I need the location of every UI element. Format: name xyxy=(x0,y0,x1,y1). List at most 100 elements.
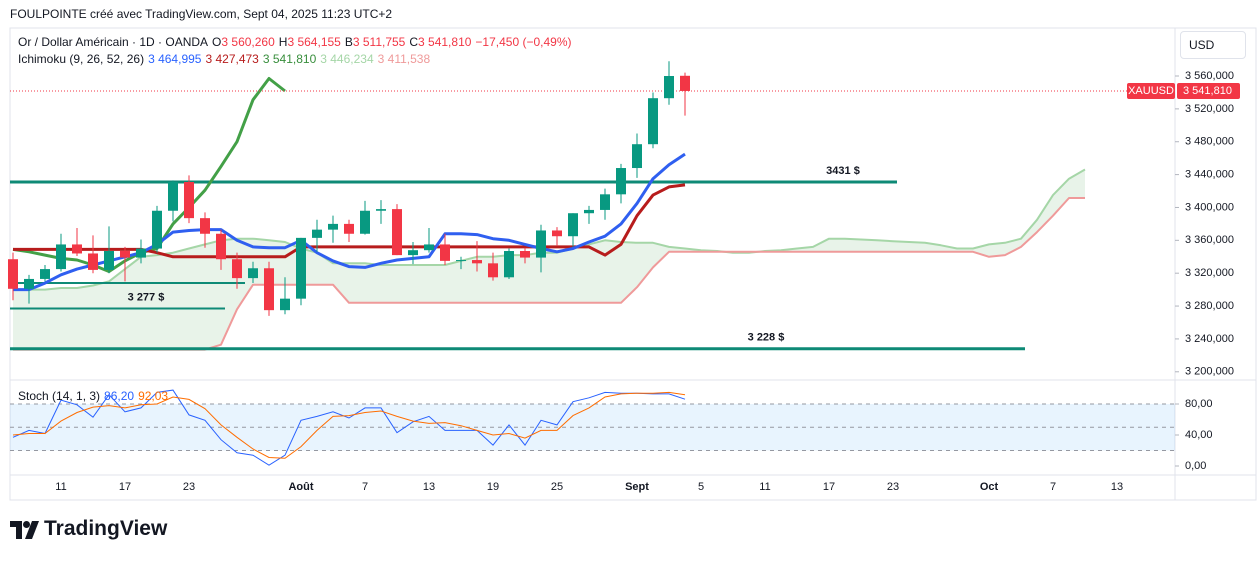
ohlc-key: C xyxy=(409,35,419,49)
candle-body xyxy=(504,251,514,278)
candle-body xyxy=(600,194,610,210)
y-tick-label: 3 200,000 xyxy=(1185,366,1234,378)
candle-body xyxy=(248,268,258,279)
candle-body xyxy=(280,298,290,311)
y-tick-label: 3 360,000 xyxy=(1185,234,1234,246)
price-level-label: 3 277 $ xyxy=(128,291,165,303)
x-tick-label: 23 xyxy=(887,481,899,493)
x-tick-label: Sept xyxy=(625,481,649,493)
candle-body xyxy=(56,244,66,270)
x-tick-label: 13 xyxy=(1111,481,1123,493)
ohlc-value: 3 541,810 xyxy=(418,35,472,49)
indicator-value: 3 541,810 xyxy=(262,52,317,66)
candle-body xyxy=(24,278,34,289)
ohlc-key: B xyxy=(344,35,353,49)
candle-body xyxy=(88,253,98,270)
ichimoku-legend: Ichimoku (9, 26, 52, 26) 3 464,995 3 427,4… xyxy=(18,52,434,66)
x-tick-label: 25 xyxy=(551,481,563,493)
y-tick-label: 3 280,000 xyxy=(1185,300,1234,312)
candle-body xyxy=(632,144,642,169)
y-tick-label: 3 480,000 xyxy=(1185,136,1234,148)
y-tick-label: 3 320,000 xyxy=(1185,267,1234,279)
candle-body xyxy=(200,218,210,234)
candle-body xyxy=(360,210,370,234)
candle-body xyxy=(136,248,146,258)
indicator-value: 3 411,538 xyxy=(377,52,431,66)
ichimoku-cloud xyxy=(13,169,1085,350)
y-tick-label: 3 440,000 xyxy=(1185,169,1234,181)
x-tick-label: 23 xyxy=(183,481,195,493)
candle-body xyxy=(296,237,306,299)
ohlc-value: 3 564,155 xyxy=(287,35,341,49)
candle-body xyxy=(168,181,178,211)
x-tick-label: 17 xyxy=(823,481,835,493)
logo-text: TradingView xyxy=(44,517,168,540)
indicator-title: Ichimoku (9, 26, 52, 26) xyxy=(18,52,145,66)
candle-body xyxy=(472,260,482,264)
ohlc-value: 3 560,260 xyxy=(221,35,275,49)
change-value: −17,450 (−0,49%) xyxy=(475,35,572,49)
stoch-band xyxy=(10,404,1175,451)
candle-body xyxy=(408,250,418,256)
candle-body xyxy=(184,181,194,219)
candle-body xyxy=(440,244,450,261)
candle-body xyxy=(520,251,530,258)
candle-body xyxy=(104,251,114,270)
x-tick-label: 7 xyxy=(362,481,368,493)
y-tick-label: 3 400,000 xyxy=(1185,201,1234,213)
candle-body xyxy=(584,209,594,214)
stoch-line xyxy=(12,391,686,459)
currency-button[interactable]: USD xyxy=(1180,31,1246,59)
stoch-value: 92,03 xyxy=(138,389,169,403)
candle-body xyxy=(616,168,626,195)
candle-body xyxy=(120,251,130,258)
stoch-title: Stoch (14, 1, 3) xyxy=(18,389,101,403)
price-tag-label: 3 541,810 xyxy=(1183,85,1232,97)
symbol-tag xyxy=(1127,82,1175,99)
candle-body xyxy=(424,244,434,251)
x-tick-label: 13 xyxy=(423,481,435,493)
stoch-value: 86,20 xyxy=(104,389,135,403)
candle-body xyxy=(72,244,82,254)
y-tick-label: 3 560,000 xyxy=(1185,70,1234,82)
indicator-value: 3 446,234 xyxy=(320,52,374,66)
candle-body xyxy=(536,230,546,258)
ohlc-value: 3 511,755 xyxy=(352,35,406,49)
indicator-value: 3 427,473 xyxy=(205,52,259,66)
x-tick-label: 19 xyxy=(487,481,499,493)
candle-body xyxy=(40,269,50,279)
stoch-line xyxy=(12,389,686,466)
y-tick-label: 3 520,000 xyxy=(1185,103,1234,115)
x-tick-label: 17 xyxy=(119,481,131,493)
legend-title: Or / Dollar Américain · 1D · OANDA xyxy=(18,35,209,49)
candle-body xyxy=(664,76,674,99)
x-tick-label: Août xyxy=(288,481,313,493)
x-tick-label: Oct xyxy=(980,481,999,493)
ohlc-key: O xyxy=(212,35,222,49)
candle-body xyxy=(568,213,578,237)
candle-body xyxy=(264,268,274,311)
candle-body xyxy=(456,260,466,262)
candle-body xyxy=(680,75,690,91)
price-level-label: 3431 $ xyxy=(826,165,860,177)
stoch-legend: Stoch (14, 1, 3) 86,20 92,03 xyxy=(18,389,172,403)
logo-icon xyxy=(10,521,39,539)
candle-body xyxy=(216,233,226,260)
candle-body xyxy=(8,259,18,289)
candle-body xyxy=(648,98,658,145)
y-tick-label: 80,00 xyxy=(1185,398,1213,410)
candle-body xyxy=(376,209,386,211)
chart: 3 560,000 3 520,000 3 480,000 3 440,000 3 40… xyxy=(8,27,1257,501)
y-tick-label: 0,00 xyxy=(1185,460,1206,472)
ohlc-key: H xyxy=(278,35,288,49)
candle-body xyxy=(488,263,498,278)
y-tick-label: 40,00 xyxy=(1185,429,1213,441)
indicator-value: 3 464,995 xyxy=(148,52,202,66)
candle-body xyxy=(232,259,242,279)
candle-body xyxy=(328,223,338,230)
candle-body xyxy=(152,210,162,249)
x-tick-label: 11 xyxy=(55,481,66,493)
candle-body xyxy=(312,229,322,238)
header: FOULPOINTE créé avec TradingView.com, Se… xyxy=(10,7,393,21)
